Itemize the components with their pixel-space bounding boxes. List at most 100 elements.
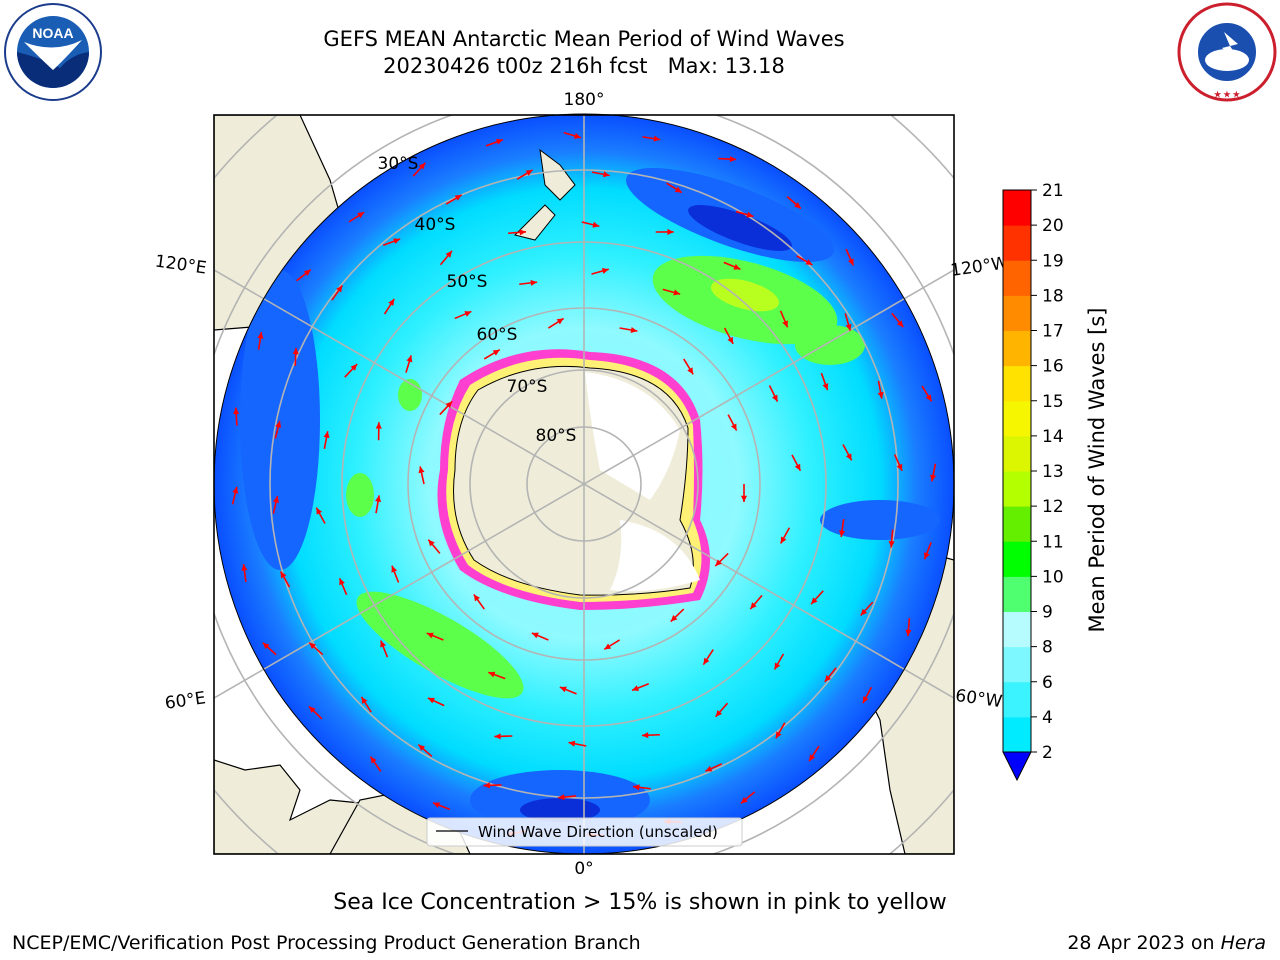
wave-direction-arrowhead bbox=[746, 211, 754, 218]
wave-direction-arrowhead bbox=[805, 259, 813, 265]
lat-label-80s: 80°S bbox=[536, 426, 577, 446]
wave-direction-arrowhead bbox=[729, 156, 737, 163]
ice-shelf bbox=[585, 372, 680, 500]
wave-direction-arrowhead bbox=[273, 496, 279, 503]
wave-direction-arrowhead bbox=[556, 318, 564, 325]
wave-direction-arrowhead bbox=[703, 657, 710, 665]
lon-label-120e: 120°E bbox=[154, 252, 208, 279]
noaa-logo-icon: NOAA bbox=[4, 3, 102, 101]
wave-direction-arrowhead bbox=[896, 463, 903, 471]
wave-direction-arrowhead bbox=[418, 466, 425, 474]
wave-direction-arrowhead bbox=[750, 602, 757, 610]
wave-direction-arrowhead bbox=[316, 507, 323, 515]
colorbar-segment bbox=[1003, 400, 1031, 437]
wave-direction-arrowhead bbox=[361, 696, 368, 704]
wave-direction-arrowhead bbox=[336, 285, 343, 293]
colorbar-tick-label: 2 bbox=[1042, 743, 1053, 763]
wave-direction-arrowhead bbox=[601, 267, 609, 274]
wave-direction-arrowhead bbox=[839, 530, 846, 537]
colorbar-tick-label: 20 bbox=[1042, 216, 1064, 236]
wave-direction-arrowhead bbox=[845, 453, 852, 461]
colorbar: 2 4 6 8 9 10 11 12 13 14 15 16 17 18 19 20 21 bbox=[1002, 181, 1064, 782]
wave-direction-arrowhead bbox=[774, 662, 781, 670]
wave-direction-arrowhead bbox=[888, 541, 895, 548]
wave-direction-arrowhead bbox=[445, 250, 452, 258]
wave-direction-arrowhead bbox=[531, 632, 539, 639]
wave-direction-arrowhead bbox=[357, 212, 365, 219]
wave-direction-arrowhead bbox=[905, 629, 912, 637]
colorbar-tick-label: 12 bbox=[1042, 497, 1064, 517]
wave-direction-arrowhead bbox=[782, 320, 788, 328]
wave-direction-arrowhead bbox=[406, 355, 413, 363]
colorbar-segment bbox=[1003, 330, 1031, 367]
title-line-1: GEFS MEAN Antarctic Mean Period of Wind … bbox=[323, 27, 845, 51]
wave-direction-arrowhead bbox=[275, 420, 282, 428]
wave-direction-arrowhead bbox=[445, 401, 453, 409]
wave-direction-arrowhead bbox=[845, 323, 852, 331]
wave-direction-arrowhead bbox=[558, 794, 565, 801]
date-prefix: 28 Apr 2023 on bbox=[1067, 932, 1221, 954]
wave-direction-arrowhead bbox=[388, 298, 395, 306]
wave-direction-arrowhead bbox=[740, 797, 748, 804]
wave-direction-arrowhead bbox=[715, 709, 723, 717]
wave-direction-arrowhead bbox=[280, 571, 287, 579]
wave-direction-arrowhead bbox=[393, 238, 401, 245]
wave-direction-arrowhead bbox=[727, 336, 734, 344]
wave-direction-arrowhead bbox=[380, 640, 386, 648]
legend-label: Wind Wave Direction (unscaled) bbox=[478, 823, 718, 841]
lon-label-60w: 60°W bbox=[954, 686, 1003, 712]
wave-direction-arrowhead bbox=[733, 264, 741, 270]
graticule bbox=[214, 115, 954, 854]
wave-direction-arrowhead bbox=[667, 228, 674, 236]
lon-label-180: 180° bbox=[564, 90, 605, 110]
colorbar-segment bbox=[1003, 471, 1031, 507]
wind-wave-direction-arrows bbox=[231, 131, 937, 838]
colorbar-segment bbox=[1003, 716, 1031, 753]
colorbar-segment bbox=[1003, 646, 1031, 683]
colorbar-tick-label: 18 bbox=[1042, 286, 1064, 306]
wave-direction-arrowhead bbox=[530, 279, 538, 286]
wave-direction-arrowhead bbox=[233, 407, 240, 415]
colorbar-tick-label: 13 bbox=[1042, 462, 1064, 482]
wave-direction-arrowhead bbox=[673, 289, 681, 296]
wave-direction-arrowhead bbox=[674, 186, 682, 193]
wave-direction-arrowhead bbox=[494, 733, 501, 740]
title-line-2: 20230426 t00z 216h fcst Max: 13.18 bbox=[383, 54, 785, 78]
colorbar-tick-label: 4 bbox=[1042, 708, 1053, 728]
svg-text:NOAA: NOAA bbox=[32, 25, 73, 41]
wave-direction-arrowhead bbox=[924, 552, 930, 560]
wave-direction-arrowhead bbox=[780, 536, 787, 544]
colorbar-tick-label: 8 bbox=[1042, 638, 1053, 658]
wave-direction-arrowhead bbox=[592, 221, 600, 228]
colorbar-segment bbox=[1003, 576, 1031, 612]
wave-direction-arrowhead bbox=[862, 696, 869, 704]
colorbar-tick-label: 6 bbox=[1042, 673, 1053, 693]
wave-direction-arrowhead bbox=[715, 559, 722, 567]
wave-direction-arrowhead bbox=[574, 133, 581, 139]
colorbar-tick-label: 10 bbox=[1042, 567, 1064, 587]
wave-direction-arrowhead bbox=[375, 422, 382, 429]
colorbar-tick-label: 16 bbox=[1042, 357, 1064, 377]
wave-direction-arrowhead bbox=[309, 706, 316, 713]
wave-direction-arrowhead bbox=[488, 671, 496, 678]
wave-direction-arrowhead bbox=[241, 564, 248, 571]
wave-direction-arrowhead bbox=[604, 643, 612, 650]
wave-direction-arrowhead bbox=[483, 782, 490, 789]
wave-direction-arrowhead bbox=[705, 765, 713, 772]
colorbar-segment bbox=[1003, 435, 1031, 472]
colorbar-tick-label: 11 bbox=[1042, 532, 1064, 552]
wave-direction-arrowhead bbox=[428, 539, 435, 547]
colorbar-segment bbox=[1003, 681, 1031, 718]
wave-direction-arrowhead bbox=[794, 202, 801, 209]
wave-direction-arrowhead bbox=[632, 784, 640, 791]
lat-label-60s: 60°S bbox=[477, 325, 518, 345]
wave-direction-arrowhead bbox=[794, 463, 801, 471]
colorbar-tick-label: 9 bbox=[1042, 603, 1053, 623]
nws-logo-icon: ★ ★ ★ bbox=[1177, 2, 1277, 102]
sea-ice-note: Sea Ice Concentration > 15% is shown in … bbox=[333, 890, 947, 915]
wave-direction-arrowhead bbox=[303, 269, 311, 276]
wave-direction-arrowhead bbox=[848, 258, 854, 266]
wave-direction-arrowhead bbox=[418, 162, 426, 170]
wave-direction-arrowhead bbox=[925, 394, 932, 402]
